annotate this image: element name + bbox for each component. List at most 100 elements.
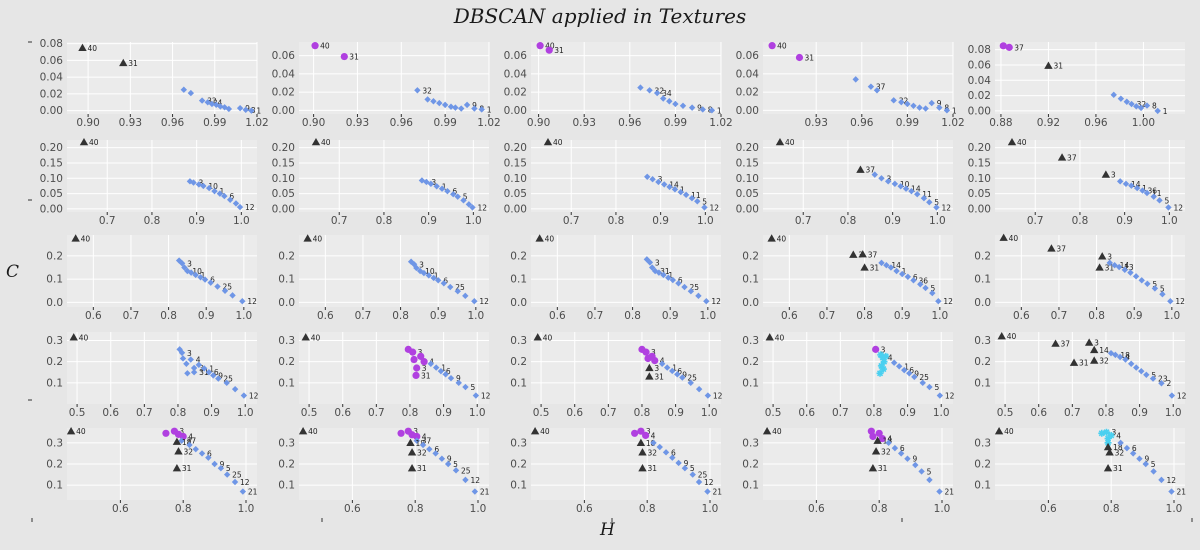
noise-point-marker: [303, 234, 312, 242]
x-tick-label: 1.0: [233, 215, 250, 227]
cluster-point-marker: [229, 292, 236, 299]
cluster-point-marker: [882, 352, 890, 360]
cluster-point-marker: [419, 441, 427, 449]
point-label: 1: [220, 187, 225, 196]
point-label: 31: [1053, 62, 1063, 71]
point-label: 31: [654, 372, 664, 381]
point-label: 14: [669, 180, 679, 189]
cluster-point-marker: [195, 361, 203, 369]
point-label: 37: [876, 83, 886, 92]
panel-background: [67, 140, 257, 212]
point-label: 6: [207, 449, 212, 458]
y-tick-label: 0.08: [40, 38, 63, 50]
x-tick-label: 0.6: [798, 407, 815, 419]
cluster-point-marker: [460, 197, 467, 204]
point-label: 5: [1160, 284, 1165, 293]
cluster-point-marker: [1149, 375, 1157, 382]
point-label: 12: [245, 203, 255, 212]
cluster-point-marker: [926, 476, 933, 484]
cluster-point-marker: [458, 105, 465, 112]
noise-point-marker: [645, 372, 654, 380]
cluster-point-marker: [1132, 273, 1140, 280]
cluster-point-marker: [192, 271, 199, 279]
x-tick-label: 0.9: [652, 215, 669, 227]
cluster-point-marker: [221, 287, 229, 294]
cluster-point-marker: [435, 277, 442, 284]
y-tick-label: 0.05: [736, 188, 759, 200]
x-tick-label: 0.5: [997, 407, 1014, 419]
y-tick-label: 0.05: [40, 188, 63, 200]
point-label: 37: [187, 437, 197, 446]
noise-point-marker: [860, 263, 869, 271]
cluster-point-marker: [1138, 367, 1145, 375]
cluster-point-marker: [1159, 291, 1166, 298]
noise-point-marker: [858, 250, 867, 258]
point-label: 5: [1165, 196, 1170, 205]
cluster-point-marker: [878, 434, 886, 443]
cluster-point-marker: [651, 267, 659, 275]
cluster-point-marker: [897, 450, 905, 457]
point-label: 12: [713, 392, 723, 401]
y-tick-label: 0.10: [40, 173, 63, 185]
point-label: 40: [320, 42, 330, 51]
x-tick-label: 0.92: [1037, 117, 1060, 129]
cluster-point-marker: [184, 370, 191, 377]
y-tick-label: 0.2: [278, 250, 295, 262]
point-label: 25: [232, 471, 242, 480]
cluster-point-marker: [893, 267, 900, 275]
cluster-point-marker: [236, 104, 244, 112]
cluster-point-marker: [910, 277, 917, 284]
x-tick-label: 1.0: [235, 310, 252, 322]
cluster-point-marker: [695, 385, 703, 393]
y-tick-label: 0.00: [40, 105, 63, 117]
cluster-point-marker: [661, 181, 668, 188]
cluster-point-marker: [208, 100, 216, 108]
cluster-point-marker: [210, 372, 217, 379]
y-tick-label: 0.0: [510, 297, 527, 309]
x-tick-label: 0.8: [402, 407, 419, 419]
noise-point-marker: [1084, 338, 1094, 346]
point-label: 5: [1151, 371, 1156, 380]
cluster-point-marker: [200, 182, 207, 190]
y-tick-label: 0.15: [504, 157, 527, 169]
cluster-point-marker: [420, 358, 428, 366]
x-tick-label: 0.6: [334, 407, 351, 419]
cluster-point-marker: [454, 193, 461, 200]
point-label: 18: [1113, 443, 1123, 452]
x-tick-label: 0.9: [1126, 310, 1143, 322]
point-label: 3: [658, 175, 663, 184]
point-label: 40: [545, 42, 555, 51]
noise-point-marker: [856, 165, 865, 173]
x-tick-label: 0.5: [69, 407, 86, 419]
point-label: 21: [1176, 488, 1186, 497]
noise-point-marker: [535, 234, 544, 242]
cluster-point-marker: [852, 76, 859, 83]
noise-point-marker: [638, 448, 647, 456]
panel-background: [299, 235, 489, 307]
y-tick-label: 0.04: [40, 72, 64, 84]
facet-panel-1-3: 0.90 0.93 0.96 0.99 1.02 0.00 0.02 0.04 0.06 4031…: [504, 42, 733, 129]
point-label: 10: [425, 267, 435, 276]
cluster-point-marker: [462, 476, 469, 484]
point-label: 12: [1177, 392, 1187, 401]
cluster-point-marker: [187, 89, 195, 97]
cluster-point-marker: [688, 104, 696, 111]
point-label: 25: [698, 471, 708, 480]
cluster-point-marker: [936, 104, 943, 111]
cluster-point-marker: [887, 264, 895, 271]
cluster-point-marker: [666, 183, 673, 191]
y-tick-label: 0.1: [742, 274, 759, 286]
cluster-point-marker: [936, 392, 944, 399]
noise-point-marker: [311, 137, 321, 146]
x-tick-label: 1.02: [941, 117, 964, 129]
cluster-point-marker: [205, 184, 213, 192]
y-tick-label: 0.2: [742, 356, 759, 368]
y-tick-label: 0.2: [742, 250, 759, 262]
point-label: 40: [785, 138, 795, 147]
cluster-point-marker: [1115, 263, 1123, 271]
cluster-point-marker: [447, 103, 455, 110]
cluster-point-marker: [674, 371, 681, 378]
x-tick-label: 0.6: [566, 407, 583, 419]
point-label: 4: [887, 435, 892, 444]
cluster-point-marker: [427, 360, 435, 367]
